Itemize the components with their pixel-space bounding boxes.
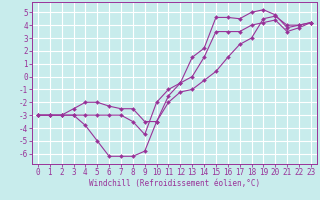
X-axis label: Windchill (Refroidissement éolien,°C): Windchill (Refroidissement éolien,°C)	[89, 179, 260, 188]
